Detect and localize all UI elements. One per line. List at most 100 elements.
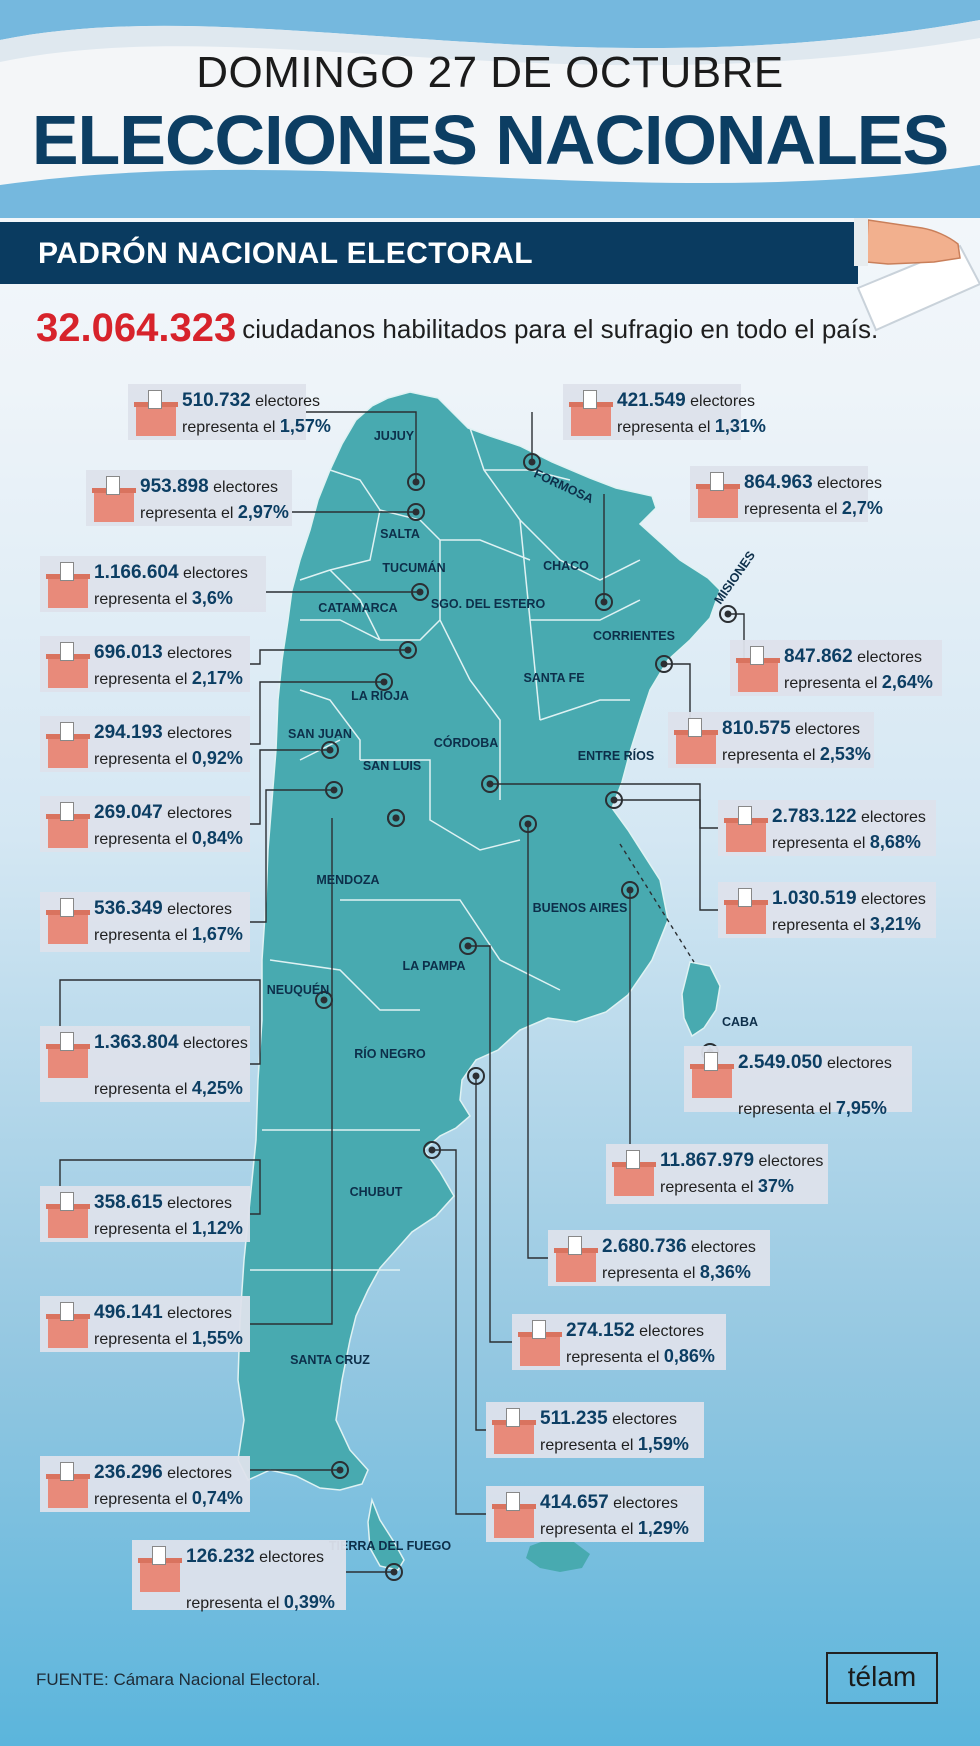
percentage-label: representa el — [772, 835, 870, 852]
region-card-catamarca: 294.193 electores representa el 0,92% — [40, 716, 250, 772]
leader-line-la-pampa — [468, 945, 512, 1343]
percentage-value: 0,84% — [191, 828, 243, 848]
region-card-chubut: 414.657 electores representa el 1,29% — [486, 1486, 704, 1542]
malvinas-shape — [526, 1538, 590, 1572]
region-card-entre-rios: 1.030.519 electores representa el 3,21% — [718, 882, 936, 938]
ballot-slip-icon — [626, 1150, 640, 1169]
marker-santa-cruz — [331, 1461, 349, 1479]
percentage-value: 0,86% — [663, 1346, 715, 1366]
percentage-label: representa el — [738, 1101, 836, 1118]
percentage-label: representa el — [94, 831, 192, 848]
electors-value: 864.963 — [744, 472, 813, 493]
ballot-box-icon — [569, 402, 613, 436]
total-voters-text: ciudadanos habilitados para el sufragio … — [242, 314, 879, 344]
region-card-tierra-del-fuego: 126.232 electores representa el 0,39% — [132, 1540, 346, 1612]
percentage-value: 1,67% — [191, 924, 243, 944]
map-label-rio-negro: RÍO NEGRO — [354, 1046, 426, 1061]
ballot-hand-icon — [854, 218, 980, 332]
percentage-value: 0,39% — [283, 1592, 335, 1612]
electors-unit: electores — [162, 725, 233, 742]
map-label-entre-rios: ENTRE RÍOS — [578, 748, 654, 763]
electors-value: 1.166.604 — [94, 562, 179, 583]
leader-line-jujuy — [306, 411, 417, 482]
ballot-slip-icon — [704, 1052, 718, 1071]
percentage-label: representa el — [140, 505, 238, 522]
region-card-sgo-del-estero: 696.013 electores representa el 2,17% — [40, 636, 250, 692]
ballot-box-icon — [46, 654, 90, 688]
ballot-box-icon — [612, 1162, 656, 1196]
caba-shape — [681, 961, 721, 1038]
percentage-value: 1,57% — [279, 416, 331, 436]
electors-value: 696.013 — [94, 642, 163, 663]
map-label-tucuman: TUCUMÁN — [382, 560, 445, 575]
leader-line-catamarca — [250, 681, 384, 745]
ballot-box-icon — [554, 1248, 598, 1282]
ballot-box-icon — [46, 1044, 90, 1078]
leader-line-mendoza — [59, 979, 261, 1065]
map-label-chubut: CHUBUT — [350, 1185, 403, 1199]
ballot-slip-icon — [506, 1492, 520, 1511]
electors-value: 236.296 — [94, 1462, 163, 1483]
map-label-sgo-del-estero: SGO. DEL ESTERO — [431, 597, 546, 611]
ballot-slip-icon — [738, 888, 752, 907]
marker-tucuman — [411, 583, 429, 601]
page-title: ELECCIONES NACIONALES — [31, 101, 949, 179]
region-card-chaco: 864.963 electores representa el 2,7% — [690, 466, 883, 522]
electors-unit: electores — [208, 479, 279, 496]
percentage-value: 1,59% — [637, 1434, 689, 1454]
percentage-value: 1,31% — [714, 416, 766, 436]
marker-la-pampa — [459, 937, 477, 955]
percentage-label: representa el — [540, 1437, 638, 1454]
electors-value: 2.680.736 — [602, 1236, 687, 1257]
electors-value: 496.141 — [94, 1302, 163, 1323]
ballot-box-icon — [92, 488, 136, 522]
electors-unit: electores — [754, 1153, 824, 1170]
region-card-tucuman: 1.166.604 electores representa el 3,6% — [40, 556, 266, 612]
ballot-slip-icon — [750, 646, 764, 665]
percentage-label: representa el — [602, 1265, 700, 1282]
electors-unit: electores — [812, 475, 883, 492]
electors-value: 2.549.050 — [738, 1052, 823, 1073]
ballot-box-icon — [492, 1420, 536, 1454]
election-date: DOMINGO 27 DE OCTUBRE — [196, 48, 784, 97]
percentage-label: representa el — [182, 419, 280, 436]
percentage-value: 2,53% — [819, 744, 871, 764]
ballot-slip-icon — [532, 1320, 546, 1339]
total-voters: 32.064.323 ciudadanos habilitados para el… — [36, 306, 878, 351]
ballot-slip-icon — [148, 390, 162, 409]
region-card-san-luis: 496.141 electores representa el 1,55% — [40, 1296, 250, 1352]
ballot-box-icon — [46, 814, 90, 848]
leader-line-entre-rios — [614, 799, 718, 911]
source-note: FUENTE: Cámara Nacional Electoral. — [36, 1670, 321, 1689]
electors-unit: electores — [822, 1055, 892, 1072]
electors-value: 358.615 — [94, 1192, 163, 1213]
electors-value: 1.030.519 — [772, 888, 857, 909]
electors-unit: electores — [685, 393, 756, 410]
map-label-neuquen: NEUQUÉN — [267, 982, 330, 997]
marker-formosa — [523, 453, 541, 471]
map-label-tierra-del-fuego: TIERRA DEL FUEGO — [329, 1539, 452, 1553]
region-card-san-juan: 536.349 electores representa el 1,67% — [40, 892, 250, 952]
electors-unit: electores — [607, 1411, 678, 1428]
map-label-mendoza: MENDOZA — [316, 873, 379, 887]
map-label-santa-cruz: SANTA CRUZ — [290, 1353, 370, 1367]
banner-label: PADRÓN NACIONAL ELECTORAL — [38, 237, 534, 270]
region-card-la-pampa: 274.152 electores representa el 0,86% — [512, 1314, 726, 1370]
map-label-salta: SALTA — [380, 527, 420, 541]
percentage-value: 7,95% — [835, 1098, 887, 1118]
percentage-value: 1,29% — [637, 1518, 689, 1538]
ballot-box-icon — [690, 1064, 734, 1098]
leader-line-la-rioja — [250, 749, 330, 825]
percentage-value: 1,12% — [191, 1218, 243, 1238]
percentage-label: representa el — [94, 1221, 192, 1238]
region-card-neuquen: 358.615 electores representa el 1,12% — [40, 1186, 250, 1242]
region-card-la-rioja: 269.047 electores representa el 0,84% — [40, 796, 250, 852]
map-label-caba: CABA — [722, 1015, 758, 1029]
electors-unit: electores — [162, 1305, 233, 1322]
ballot-slip-icon — [688, 718, 702, 737]
ballot-box-icon — [696, 484, 740, 518]
region-card-salta: 953.898 electores representa el 2,97% — [86, 470, 292, 526]
electors-value: 1.363.804 — [94, 1032, 179, 1053]
map-label-buenos-aires: BUENOS AIRES — [533, 901, 628, 915]
